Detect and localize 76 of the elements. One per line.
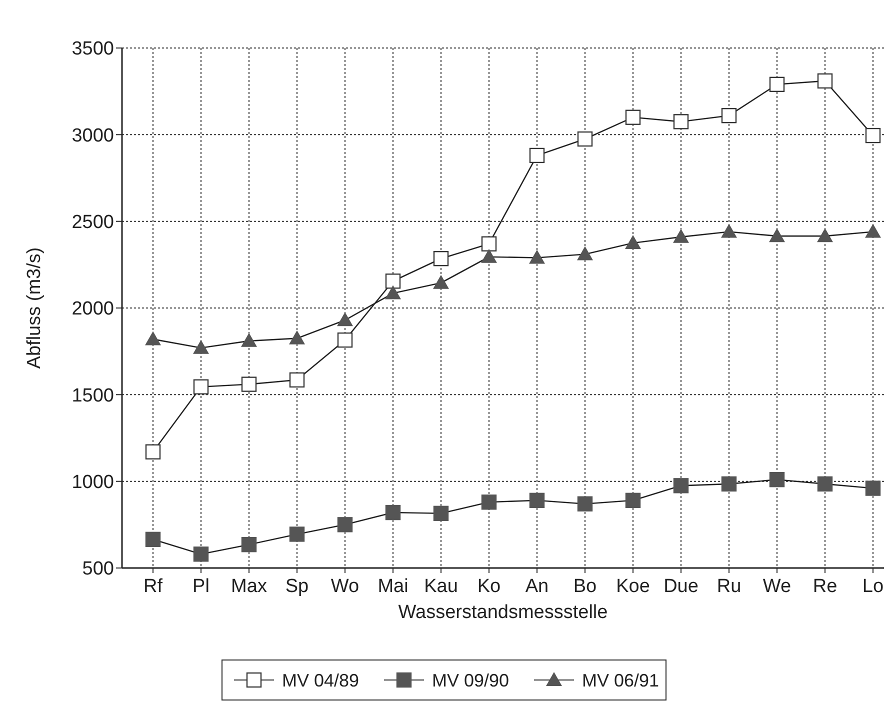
point <box>481 494 497 510</box>
point <box>481 248 497 263</box>
point <box>289 330 305 344</box>
x-tick-label: An <box>525 576 549 597</box>
point <box>529 148 545 164</box>
x-axis-title: Wasserstandsmessstelle <box>398 602 608 623</box>
y-tick-label: 3000 <box>72 125 114 146</box>
y-axis-title: Abfluss (m3/s) <box>24 247 45 369</box>
point <box>385 504 401 520</box>
x-tick-label: Ru <box>716 576 742 597</box>
point <box>817 228 833 242</box>
x-tick-label: Bo <box>573 576 597 597</box>
legend-label: MV 04/89 <box>282 670 360 690</box>
point <box>481 236 497 252</box>
x-tick-label: Ko <box>477 576 501 597</box>
point <box>433 506 449 521</box>
point <box>241 376 257 392</box>
point <box>145 444 161 460</box>
point <box>577 246 593 260</box>
point <box>865 480 881 496</box>
x-tick-label: Rf <box>144 576 164 597</box>
x-tick-label: Due <box>664 576 698 597</box>
x-tick-label: Pl <box>192 576 210 597</box>
point <box>721 476 737 492</box>
x-tick-label: Sp <box>285 576 309 597</box>
point <box>145 532 161 547</box>
x-tick-label: Max <box>231 576 268 597</box>
legend-label: MV 09/90 <box>432 670 510 690</box>
point <box>865 224 881 238</box>
point <box>433 274 449 289</box>
point <box>529 250 545 264</box>
point <box>769 228 785 242</box>
point <box>625 492 641 508</box>
x-tick-label: Kau <box>424 576 458 597</box>
point <box>865 128 881 144</box>
point <box>769 76 785 92</box>
y-tick-label: 500 <box>82 558 114 580</box>
point <box>433 251 449 266</box>
point <box>241 332 257 347</box>
y-tick-label: 3500 <box>72 38 114 60</box>
point <box>193 546 209 562</box>
point <box>193 379 209 394</box>
y-tick-label: 1500 <box>72 385 114 406</box>
point <box>817 476 833 492</box>
point <box>385 274 401 289</box>
point <box>673 478 689 494</box>
point <box>673 228 689 243</box>
point <box>385 285 401 300</box>
y-tick-label: 2000 <box>72 298 114 320</box>
point <box>673 114 689 130</box>
point <box>721 224 737 238</box>
point <box>193 340 209 354</box>
y-tick-label: 1000 <box>72 472 114 493</box>
point <box>769 472 785 488</box>
x-tick-label: Mai <box>378 576 408 597</box>
point <box>337 332 353 348</box>
legend-label: MV 06/91 <box>582 670 660 690</box>
point <box>625 235 641 249</box>
x-tick-label: Re <box>812 576 838 597</box>
point <box>577 131 593 147</box>
x-tick-label: Koe <box>616 576 650 597</box>
point <box>145 331 161 346</box>
point <box>337 312 353 326</box>
point <box>289 372 305 388</box>
x-tick-label: We <box>762 576 792 597</box>
point <box>337 517 353 532</box>
point <box>817 73 833 89</box>
point <box>529 492 545 508</box>
x-tick-label: Lo <box>862 576 884 597</box>
point <box>721 108 737 124</box>
y-tick-label: 2500 <box>72 212 114 233</box>
point <box>289 526 305 542</box>
point <box>577 496 593 512</box>
x-tick-label: Wo <box>330 576 360 597</box>
point <box>241 537 257 552</box>
point <box>625 110 641 125</box>
